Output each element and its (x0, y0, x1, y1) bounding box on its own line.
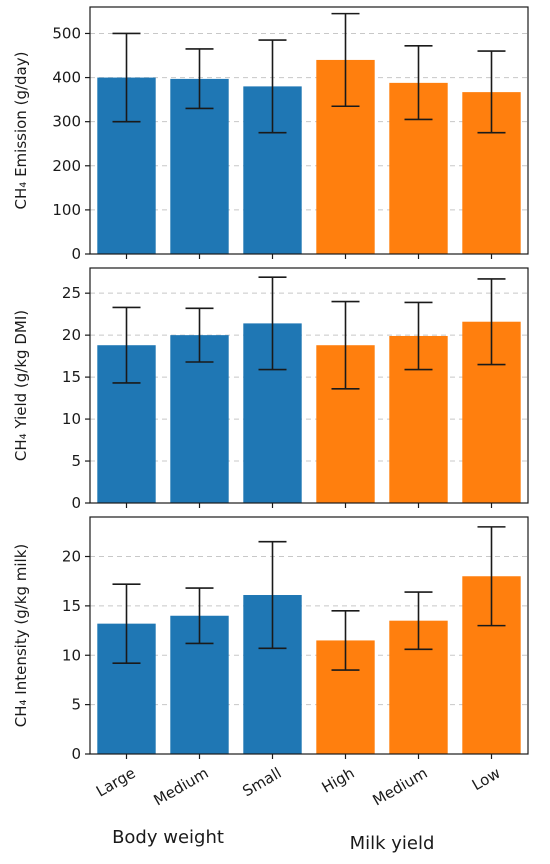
error-bar (112, 306, 141, 384)
x-category-label: Small (239, 764, 284, 800)
y-tick-label: 0 (71, 245, 81, 263)
y-tick-label: 20 (62, 326, 81, 344)
error-bar (112, 32, 141, 123)
y-tick-label: 0 (71, 745, 81, 763)
error-bar (331, 610, 360, 671)
error-bar (331, 300, 360, 390)
y-tick-label: 10 (62, 646, 81, 664)
error-bar (477, 526, 506, 627)
y-tick-label: 15 (62, 368, 81, 386)
error-bar (258, 276, 287, 371)
plot-frame (89, 267, 529, 504)
y-tick-label: 5 (71, 452, 81, 470)
error-bar (258, 540, 287, 650)
y-tick-label: 200 (52, 157, 81, 175)
y-tick-label: 0 (71, 494, 81, 512)
y-tick-label: 100 (52, 201, 81, 219)
error-bar (477, 50, 506, 134)
error-bar (185, 587, 214, 645)
error-bar (404, 45, 433, 121)
error-bar (331, 12, 360, 108)
y-tick-label: 10 (62, 410, 81, 428)
x-category-label: Medium (151, 764, 212, 810)
group-label-body-weight: Body weight (112, 827, 224, 848)
chart-panel-3: 0 5 10 15 20 CH₄ Intensity (g/kg milk) (12, 516, 529, 763)
plot-frame (89, 516, 529, 755)
y-axis-label: CH₄ Yield (g/kg DMI) (12, 310, 30, 461)
error-bar (404, 591, 433, 651)
plot-frame (89, 6, 529, 255)
y-tick-label: 15 (62, 597, 81, 615)
x-category-label: Low (469, 764, 504, 794)
chart-panel-2: 0 5 10 15 20 25 CH₄ Yield (g/kg DMI) (12, 267, 529, 512)
x-category-label: High (319, 764, 358, 797)
error-bar (185, 307, 214, 363)
chart-panel-1: 0 100 200 300 400 500 CH₄ Emission (g/day) (12, 6, 529, 263)
y-tick-label: 20 (62, 548, 81, 566)
group-label-milk-yield: Milk yield (350, 833, 435, 854)
y-tick-label: 25 (62, 284, 81, 302)
x-category-label: Medium (370, 764, 431, 810)
y-tick-label: 500 (52, 24, 81, 42)
x-category-label: Large (93, 764, 139, 801)
error-bar (404, 301, 433, 371)
y-tick-label: 5 (71, 696, 81, 714)
error-bar (185, 48, 214, 110)
error-bar (477, 278, 506, 366)
y-axis-label: CH₄ Intensity (g/kg milk) (12, 544, 30, 727)
error-bar (112, 583, 141, 664)
bar (170, 335, 229, 503)
error-bar (258, 39, 287, 134)
y-tick-label: 300 (52, 113, 81, 131)
y-tick-label: 400 (52, 69, 81, 87)
y-axis-label: CH₄ Emission (g/day) (12, 52, 30, 210)
